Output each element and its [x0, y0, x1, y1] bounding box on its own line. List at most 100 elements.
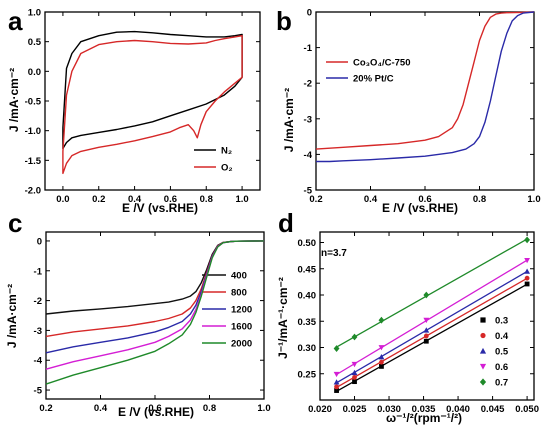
x-tick-label: 0.035: [412, 404, 436, 415]
data-point: [351, 361, 358, 368]
legend-label: Co₃O₄/C-750: [353, 58, 411, 69]
fit-line: [336, 238, 528, 348]
panel-c: c E /V (vs.RHE) J /mA·cm⁻² 0.2 0.4 0.6 0.8 1…: [5, 208, 271, 419]
x-tick-label: 0.0: [56, 194, 69, 205]
data-point: [334, 388, 339, 393]
y-tick-label: -1.0: [25, 126, 41, 137]
y-tick-label: 0.5: [28, 37, 42, 48]
y-tick-label: 0.50: [298, 238, 317, 249]
data-point: [423, 327, 430, 333]
x-tick-label: 0.045: [481, 404, 505, 415]
y-tick-label: 0: [307, 8, 312, 19]
data-point: [423, 317, 430, 324]
y-tick-label: -4: [34, 356, 43, 367]
y-axis-title: J /mA·cm⁻²: [5, 284, 19, 348]
x-tick-label: 0.030: [377, 404, 401, 415]
data-point: [352, 379, 357, 385]
legend-marker: [479, 378, 487, 386]
y-tick-label: -5: [34, 386, 43, 397]
panel-letter-c: c: [8, 208, 22, 238]
legend-marker: [479, 363, 487, 370]
y-tick-label: -1: [304, 43, 313, 54]
y-tick-label: 0: [37, 236, 42, 247]
plot-frame: [315, 11, 535, 191]
x-tick-label: 0.2: [92, 194, 105, 205]
data-point: [351, 369, 358, 376]
fit-line: [336, 270, 528, 384]
y-tick-label: -2: [304, 79, 312, 90]
data-point: [333, 379, 340, 385]
legend-label: 0.7: [495, 378, 508, 389]
legend-label: 1600: [231, 322, 252, 333]
x-tick-label: 0.8: [203, 403, 216, 414]
y-tick-label: -1.5: [25, 156, 42, 167]
data-point: [333, 345, 340, 352]
data-point: [333, 371, 340, 378]
x-tick-label: 0.6: [164, 194, 177, 205]
series-line: [62, 35, 243, 175]
data-point: [378, 354, 385, 360]
x-tick-label: 0.040: [446, 404, 470, 415]
x-tick-label: 0.4: [364, 194, 378, 205]
data-point: [524, 257, 530, 264]
y-tick-label: 0.0: [28, 67, 41, 78]
data-point: [524, 236, 530, 244]
series-line: [45, 240, 265, 385]
y-tick-label: -1: [34, 266, 43, 277]
series-line: [315, 11, 535, 150]
y-tick-label: -3: [34, 326, 42, 337]
panel-letter-b: b: [276, 6, 292, 36]
data-point: [378, 345, 385, 351]
legend-label: 0.3: [495, 316, 508, 327]
y-tick-label: -5: [304, 186, 313, 197]
legend-label: 1200: [231, 305, 252, 316]
legend-label: 0.6: [495, 362, 508, 373]
data-point: [351, 333, 358, 341]
y-axis-title: J /mA·cm⁻²: [282, 88, 296, 152]
x-tick-label: 0.6: [148, 403, 161, 414]
data-point: [423, 338, 429, 344]
data-point: [379, 364, 384, 369]
x-tick-label: 1.0: [257, 403, 270, 414]
legend-label: 20% Pt/C: [353, 74, 394, 85]
y-tick-label: -3: [304, 114, 312, 125]
x-axis-title: E /V (vs.RHE): [118, 405, 194, 419]
x-tick-label: 0.4: [94, 403, 108, 414]
series-line: [316, 11, 535, 163]
x-tick-label: 0.6: [418, 194, 431, 205]
fit-line: [336, 283, 528, 392]
y-tick-label: 0.40: [298, 291, 317, 302]
annotation-n: n=3.7: [321, 248, 347, 259]
panel-b: b E /V (vs.RHE) J /mA·cm⁻² 0.2 0.4 0.6 0.8 1…: [276, 6, 541, 215]
x-tick-label: 0.4: [128, 194, 142, 205]
x-axis-title: E /V (vs.RHE): [122, 201, 198, 215]
legend-label: 2000: [231, 339, 252, 350]
legend-label: N₂: [221, 146, 232, 157]
x-tick-label: 0.2: [309, 194, 322, 205]
y-axis-title: J /mA·cm⁻²: [7, 68, 21, 132]
legend-marker: [480, 317, 486, 323]
x-tick-label: 0.8: [473, 194, 486, 205]
y-tick-label: -2: [34, 296, 42, 307]
panel-letter-d: d: [278, 208, 294, 238]
legend-label: 0.4: [495, 331, 509, 342]
x-tick-label: 1.0: [527, 194, 540, 205]
data-point: [524, 275, 530, 281]
legend-label: 0.5: [495, 347, 509, 358]
y-axis-title: J⁻¹/mA⁻¹·cm⁻²: [276, 277, 290, 359]
legend-marker: [480, 332, 486, 339]
data-point: [379, 359, 384, 365]
panel-letter-a: a: [8, 6, 23, 36]
data-point: [423, 333, 429, 339]
x-axis-title: ω⁻¹/²(rpm⁻¹/²): [386, 411, 462, 425]
fit-line: [336, 259, 528, 376]
panel-a: a E /V (vs.RHE) J /mA·cm⁻² 0.0 0.2 0.4 0.6 0…: [7, 6, 261, 215]
fit-line: [336, 277, 528, 388]
legend-marker: [479, 347, 487, 354]
data-point: [334, 384, 339, 390]
x-tick-label: 0.025: [343, 404, 367, 415]
y-tick-label: 1.0: [28, 8, 41, 19]
legend-label: O₂: [221, 163, 233, 174]
x-tick-label: 1.0: [235, 194, 248, 205]
x-tick-label: 0.8: [200, 194, 213, 205]
